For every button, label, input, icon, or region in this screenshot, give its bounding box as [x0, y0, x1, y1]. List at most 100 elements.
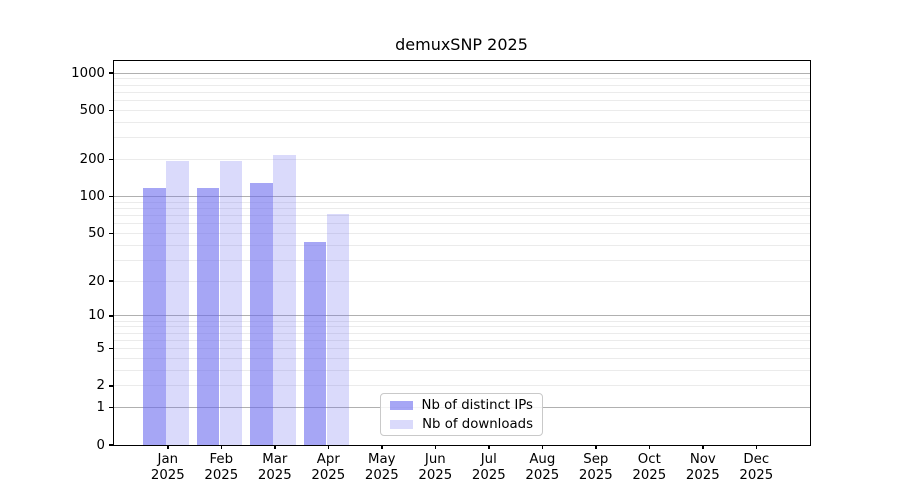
- x-tick: [541, 445, 544, 449]
- y-minor-gridline: [114, 280, 810, 282]
- y-tick-label: 5: [96, 341, 105, 357]
- x-tick-year: 2025: [364, 468, 399, 483]
- y-tick: [108, 72, 113, 74]
- legend: Nb of distinct IPs Nb of downloads: [380, 393, 543, 436]
- y-minor-gridline: [114, 348, 810, 350]
- x-tick-month: Jan: [157, 452, 179, 467]
- legend-label-downloads: Nb of downloads: [422, 416, 533, 432]
- x-tick: [488, 445, 490, 449]
- x-tick-year: 2025: [471, 468, 506, 483]
- x-tick-year: 2025: [578, 468, 613, 483]
- bar-nb-of-downloads-jan: [166, 160, 189, 445]
- x-tick-month: Sep: [583, 452, 609, 467]
- legend-item-downloads: Nb of downloads: [390, 417, 533, 432]
- y-tick: [108, 406, 113, 409]
- y-minor-gridline: [114, 369, 810, 371]
- y-tick-label: 1: [96, 400, 105, 416]
- y-minor-gridline: [114, 99, 810, 101]
- x-tick: [220, 445, 223, 449]
- y-tick: [108, 109, 113, 112]
- y-major-gridline: [114, 315, 810, 317]
- x-tick-label: Feb 2025: [185, 452, 257, 484]
- x-tick-month: Nov: [689, 452, 716, 467]
- chart-title: demuxSNP 2025: [395, 35, 528, 54]
- x-tick-label: Apr 2025: [292, 452, 364, 484]
- y-minor-gridline: [114, 91, 810, 93]
- x-tick-label: Jun 2025: [399, 452, 471, 484]
- y-tick-label: 50: [88, 225, 105, 241]
- x-tick: [434, 445, 437, 449]
- bar-nb-of-distinct-ips-feb: [196, 187, 220, 445]
- y-tick-label: 100: [79, 189, 105, 204]
- x-tick-year: 2025: [739, 468, 774, 483]
- x-tick-month: May: [368, 452, 396, 467]
- bar-nb-of-downloads-apr: [326, 213, 350, 445]
- x-tick-year: 2025: [204, 468, 239, 483]
- x-tick: [167, 445, 169, 449]
- y-minor-gridline: [114, 214, 810, 216]
- y-minor-gridline: [114, 244, 810, 246]
- y-minor-gridline: [114, 121, 810, 123]
- x-tick-label: Mar 2025: [239, 452, 311, 484]
- x-tick-label: Oct 2025: [613, 452, 685, 484]
- x-tick-label: Aug 2025: [506, 452, 578, 484]
- y-minor-gridline: [114, 109, 810, 111]
- bar-nb-of-downloads-feb: [219, 160, 243, 445]
- x-tick-month: Mar: [262, 452, 288, 467]
- y-minor-gridline: [114, 223, 810, 225]
- x-tick-label: Jan 2025: [132, 452, 204, 484]
- y-tick: [108, 158, 113, 161]
- y-tick-label: 20: [88, 273, 105, 289]
- y-minor-gridline: [114, 158, 810, 160]
- y-tick-label: 1000: [71, 65, 105, 81]
- y-tick: [108, 280, 113, 282]
- x-tick-year: 2025: [525, 468, 560, 483]
- y-tick-label: 200: [79, 151, 105, 167]
- y-minor-gridline: [114, 259, 810, 261]
- x-tick-year: 2025: [311, 468, 346, 483]
- y-minor-gridline: [114, 78, 810, 80]
- y-tick: [108, 444, 113, 446]
- x-tick: [755, 445, 758, 449]
- x-tick: [648, 445, 651, 449]
- bar-nb-of-distinct-ips-jan: [143, 187, 166, 445]
- x-tick-year: 2025: [150, 468, 185, 483]
- y-minor-gridline: [114, 326, 810, 328]
- x-tick: [381, 445, 383, 449]
- y-major-gridline: [114, 196, 810, 197]
- x-tick: [702, 445, 704, 449]
- legend-swatch-distinct-ips: [390, 400, 413, 410]
- y-minor-gridline: [114, 232, 810, 234]
- y-major-gridline: [114, 72, 810, 74]
- y-minor-gridline: [114, 137, 810, 139]
- x-tick-year: 2025: [632, 468, 667, 483]
- x-tick-month: Aug: [529, 452, 556, 467]
- bar-nb-of-distinct-ips-apr: [303, 242, 327, 445]
- x-tick-month: Feb: [209, 452, 234, 467]
- x-tick-year: 2025: [418, 468, 453, 483]
- legend-swatch-downloads: [390, 419, 414, 429]
- y-minor-gridline: [114, 357, 810, 359]
- legend-label-distinct-ips: Nb of distinct IPs: [421, 397, 533, 413]
- y-minor-gridline: [114, 339, 810, 341]
- y-tick: [108, 315, 113, 317]
- x-tick: [595, 445, 597, 449]
- y-tick: [108, 195, 113, 198]
- x-tick-month: Jul: [480, 452, 497, 467]
- x-tick-label: Jul 2025: [453, 452, 525, 484]
- y-tick: [108, 385, 113, 387]
- x-tick-year: 2025: [685, 468, 720, 483]
- x-tick-month: Oct: [637, 452, 661, 467]
- y-minor-gridline: [114, 332, 810, 334]
- x-tick-label: Sep 2025: [560, 452, 632, 484]
- y-tick-label: 10: [88, 308, 105, 324]
- bar-nb-of-distinct-ips-mar: [250, 183, 273, 445]
- x-tick-label: Nov 2025: [667, 452, 739, 484]
- x-tick-month: Dec: [743, 452, 770, 467]
- y-tick: [108, 232, 113, 235]
- y-minor-gridline: [114, 207, 810, 209]
- x-tick-label: Dec 2025: [720, 452, 792, 484]
- plot-area: 0 1 2 5 10 20 50 100 200 500 1000 Jan 2025 Feb 2025 Mar…: [71, 60, 811, 483]
- y-tick-label: 0: [96, 437, 105, 453]
- y-tick-label: 500: [79, 102, 105, 118]
